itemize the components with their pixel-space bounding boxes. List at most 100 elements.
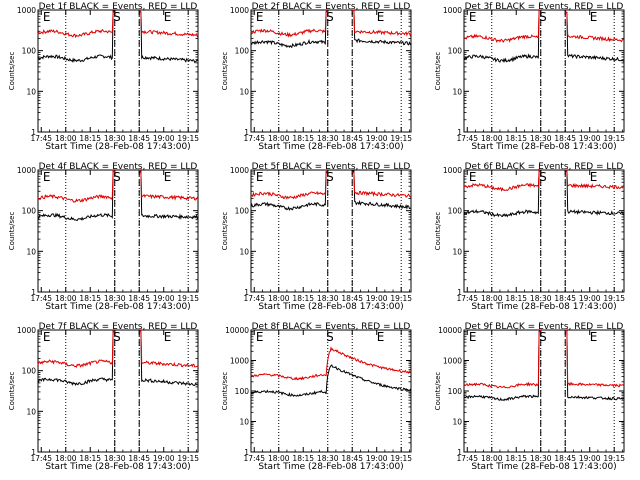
y-tick-label: 1 (244, 448, 249, 457)
y-tick-label: 10000 (225, 326, 249, 335)
x-tick-label: 18:30 (104, 454, 126, 463)
x-tick-label: 17:45 (243, 454, 265, 463)
y-tick-label: 10000 (438, 326, 462, 335)
series-line-lld (250, 9, 412, 38)
x-tick-label: 18:30 (530, 294, 552, 303)
series-line-lld (463, 329, 625, 389)
x-tick-label: 19:15 (390, 294, 412, 303)
panel-det-8: Det 8f BLACK = Events, RED = LLD 1 10 100 10… (221, 322, 412, 472)
y-axis-label: Counts/sec (221, 212, 229, 251)
y-tick-label: 100 (235, 387, 250, 396)
y-tick-label: 10 (239, 247, 249, 256)
x-tick-label: 19:00 (153, 294, 175, 303)
x-tick-label: 18:00 (481, 294, 503, 303)
panel-det-7: Det 7f BLACK = Events, RED = LLD 1 10 100 10… (8, 322, 199, 472)
y-axis-label: Counts/sec (434, 212, 442, 251)
x-tick-label: 18:30 (317, 294, 339, 303)
panel-det-5: Det 5f BLACK = Events, RED = LLD 1 10 100 10… (221, 162, 412, 312)
x-tick-label: 19:00 (579, 454, 601, 463)
x-tick-label: 19:15 (390, 454, 412, 463)
x-axis-label: Start Time (28-Feb-08 17:43:00) (471, 302, 616, 312)
x-tick-label: 18:00 (268, 454, 290, 463)
x-tick-label: 17:45 (243, 294, 265, 303)
series-line-events (463, 169, 624, 218)
y-tick-label: 1000 (230, 6, 249, 15)
x-axis-label: Start Time (28-Feb-08 17:43:00) (45, 462, 190, 472)
panel-title: Det 7f BLACK = Events, RED = LLD (39, 322, 198, 332)
x-tick-label: 17:45 (243, 134, 265, 143)
plot-frame (463, 329, 625, 453)
y-axis-label: Counts/sec (8, 52, 16, 91)
panel-title: Det 2f BLACK = Events, RED = LLD (252, 2, 411, 12)
series-line-lld (463, 9, 625, 44)
x-tick-label: 18:15 (292, 294, 314, 303)
x-tick-label: 18:30 (104, 294, 126, 303)
series-line-lld (37, 9, 199, 39)
marker-S: S (539, 10, 547, 24)
y-tick-label: 10 (26, 247, 36, 256)
series-line-lld (250, 170, 412, 200)
plot-frame (37, 329, 199, 453)
x-axis-label: Start Time (28-Feb-08 17:43:00) (258, 462, 403, 472)
x-tick-label: 19:00 (579, 294, 601, 303)
marker-E: E (469, 170, 477, 184)
marker-E: E (377, 170, 385, 184)
y-tick-label: 1 (31, 128, 36, 137)
marker-E: E (43, 10, 51, 24)
x-tick-label: 18:45 (554, 134, 576, 143)
y-tick-label: 1000 (230, 166, 249, 175)
y-axis-label: Counts/sec (221, 372, 229, 411)
plot-frame (463, 169, 625, 293)
panel-title: Det 4f BLACK = Events, RED = LLD (39, 162, 198, 172)
series-line-events (463, 9, 625, 63)
marker-E: E (164, 170, 172, 184)
y-tick-label: 1 (31, 288, 36, 297)
x-tick-label: 19:00 (366, 294, 388, 303)
x-axis-label: Start Time (28-Feb-08 17:43:00) (45, 142, 190, 152)
panel-det-4: Det 4f BLACK = Events, RED = LLD 1 10 100 10… (8, 162, 199, 312)
y-tick-label: 100 (448, 47, 463, 56)
panel-title: Det 9f BLACK = Events, RED = LLD (465, 322, 624, 332)
y-tick-label: 1000 (443, 166, 462, 175)
series-line-lld (37, 168, 199, 203)
x-tick-label: 19:15 (603, 454, 625, 463)
x-tick-label: 17:45 (30, 134, 52, 143)
x-tick-label: 18:30 (317, 454, 339, 463)
series-line-events (37, 169, 199, 222)
series-line-events (37, 9, 199, 64)
series-line-events (37, 329, 199, 387)
marker-E: E (590, 10, 598, 24)
marker-E: E (469, 10, 477, 24)
panel-title: Det 6f BLACK = Events, RED = LLD (465, 162, 624, 172)
marker-S: S (326, 170, 334, 184)
x-tick-label: 19:15 (603, 134, 625, 143)
y-tick-label: 10 (239, 418, 249, 427)
x-tick-label: 19:15 (177, 134, 199, 143)
y-tick-label: 10 (452, 87, 462, 96)
x-tick-label: 18:45 (554, 294, 576, 303)
y-tick-label: 100 (22, 47, 37, 56)
x-tick-label: 19:00 (153, 454, 175, 463)
x-tick-label: 18:30 (530, 454, 552, 463)
x-tick-label: 18:00 (481, 454, 503, 463)
x-axis-label: Start Time (28-Feb-08 17:43:00) (471, 462, 616, 472)
marker-E: E (469, 330, 477, 344)
x-tick-label: 18:15 (292, 134, 314, 143)
marker-E: E (377, 330, 385, 344)
x-tick-label: 18:15 (505, 134, 527, 143)
x-tick-label: 17:45 (30, 454, 52, 463)
marker-E: E (590, 330, 598, 344)
y-tick-label: 1 (244, 128, 249, 137)
x-tick-label: 18:00 (268, 134, 290, 143)
x-axis-label: Start Time (28-Feb-08 17:43:00) (258, 302, 403, 312)
y-tick-label: 1 (457, 288, 462, 297)
series-line-events (250, 9, 412, 49)
y-axis-label: Counts/sec (221, 52, 229, 91)
x-tick-label: 18:15 (505, 294, 527, 303)
y-tick-label: 1000 (17, 6, 36, 15)
marker-E: E (164, 10, 172, 24)
series-line-lld (250, 346, 412, 381)
plot-frame (37, 9, 199, 133)
x-tick-label: 18:45 (341, 454, 363, 463)
